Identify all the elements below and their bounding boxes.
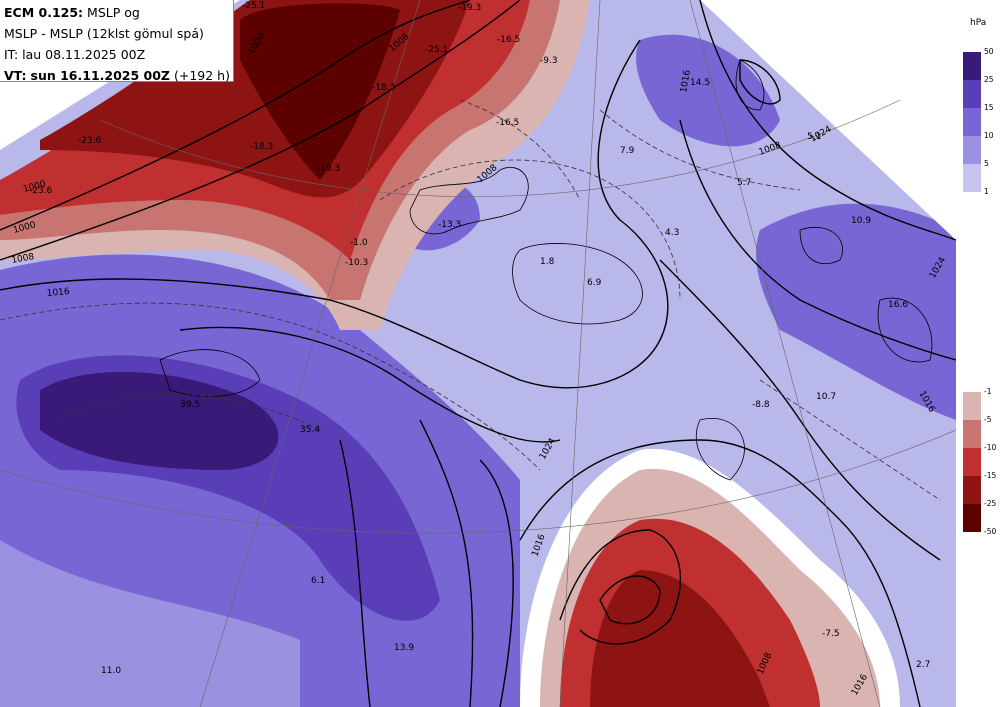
legend-negative-swatch: [963, 504, 981, 532]
anomaly-value-label: -18.3: [372, 83, 395, 93]
legend-positive-tick: 15: [984, 103, 994, 112]
legend-positive-tick: 5: [984, 159, 989, 168]
valid-prefix: VT:: [4, 68, 27, 83]
anomaly-value-label: -19.3: [317, 164, 340, 174]
anomaly-value-label: -7.5: [822, 629, 840, 639]
legend-positive-tick: 50: [984, 47, 994, 56]
legend-negative-tick: -25: [984, 499, 997, 508]
anomaly-value-label: 5.7: [737, 178, 751, 188]
anomaly-value-label: -19.3: [458, 3, 481, 13]
legend-positive-tick: 10: [984, 131, 994, 140]
isobar-label: 1016: [46, 287, 70, 299]
lead-time: (+192 h): [173, 68, 230, 83]
legend-negative-tick: -15: [984, 471, 997, 480]
valid-time: sun 16.11.2025 00Z: [30, 68, 170, 83]
anomaly-value-label: 6.1: [311, 576, 325, 586]
anomaly-value-label: -18.3: [250, 142, 273, 152]
legend-negative-tick: -1: [984, 387, 992, 396]
map-info-box: ECM 0.125: MSLP og MSLP - MSLP (12klst g…: [0, 0, 234, 83]
init-time: IT: lau 08.11.2025 00Z: [4, 47, 146, 62]
anomaly-value-label: -23.6: [78, 136, 102, 146]
legend-unit: hPa: [970, 18, 987, 28]
legend-positive-swatch: [963, 80, 981, 108]
anomaly-value-label: 2.7: [916, 660, 930, 670]
anomaly-value-label: -23.6: [29, 186, 53, 196]
legend-positive-tick: 25: [984, 75, 994, 84]
isobar-label: 1016: [679, 69, 693, 94]
anomaly-value-label: -9.3: [540, 56, 558, 66]
anomaly-value-label: 16.6: [888, 300, 908, 310]
isobars: [0, 0, 956, 707]
anomaly-value-label: 13.9: [394, 643, 414, 653]
legend-negative-tick: -50: [984, 527, 997, 536]
legend-positive-tick: 1: [984, 187, 989, 196]
anomaly-value-label: 39.5: [180, 400, 200, 410]
positive-anomaly-area-east: [756, 203, 956, 420]
legend-negative-swatch: [963, 476, 981, 504]
anomaly-value-label: 10.9: [851, 216, 871, 226]
weather-map: -23.6 -25.1 -19.3 -25.1 -18.3 -16.5 -16.5 -19.3…: [0, 0, 956, 707]
anomaly-value-label: 4.3: [665, 228, 679, 238]
anomaly-value-label: 1.8: [540, 257, 555, 267]
isobar-label: 1008: [11, 252, 36, 266]
anomaly-value-label: -13.3: [438, 220, 461, 230]
anomaly-value-label: 5.1: [807, 132, 821, 142]
anomaly-value-label: -8.8: [752, 400, 770, 410]
anomaly-value-label: 7.9: [620, 146, 635, 156]
legend-positive-swatch: [963, 108, 981, 136]
map-edge-ne: [700, 0, 956, 240]
legend-positive-swatch: [963, 52, 981, 80]
legend-positive-swatch: [963, 164, 981, 192]
color-legend: hPa 50 25 15 10 5 1 -1 -5 -10 -15 -25 -50: [958, 0, 1000, 707]
positive-anomaly-area-ne: [636, 34, 780, 147]
anomaly-value-label: -10.3: [345, 258, 368, 268]
anomaly-value-label: -25.1: [242, 1, 265, 11]
model-name: ECM 0.125:: [4, 5, 84, 20]
legend-negative-swatch: [963, 420, 981, 448]
coastlines: [159, 59, 933, 481]
anomaly-value-label: 6.9: [587, 278, 602, 288]
legend-negative-tick: -5: [984, 415, 992, 424]
anomaly-value-label: -1.0: [350, 238, 368, 248]
anomaly-value-label: -25.1: [425, 45, 448, 55]
anomaly-value-label: 35.4: [300, 425, 320, 435]
legend-negative-swatch: [963, 392, 981, 420]
legend-positive-swatch: [963, 136, 981, 164]
anomaly-value-label: -16.5: [497, 35, 520, 45]
anomaly-value-label: 14.5: [690, 78, 710, 88]
legend-negative-swatch: [963, 448, 981, 476]
legend-negative-tick: -10: [984, 443, 997, 452]
anomaly-value-label: 10.7: [816, 392, 836, 402]
model-field: MSLP og: [87, 5, 140, 20]
field-description: MSLP - MSLP (12klst gömul spá): [4, 26, 204, 41]
anomaly-value-label: 11.0: [101, 666, 121, 676]
anomaly-value-label: -16.5: [496, 118, 519, 128]
